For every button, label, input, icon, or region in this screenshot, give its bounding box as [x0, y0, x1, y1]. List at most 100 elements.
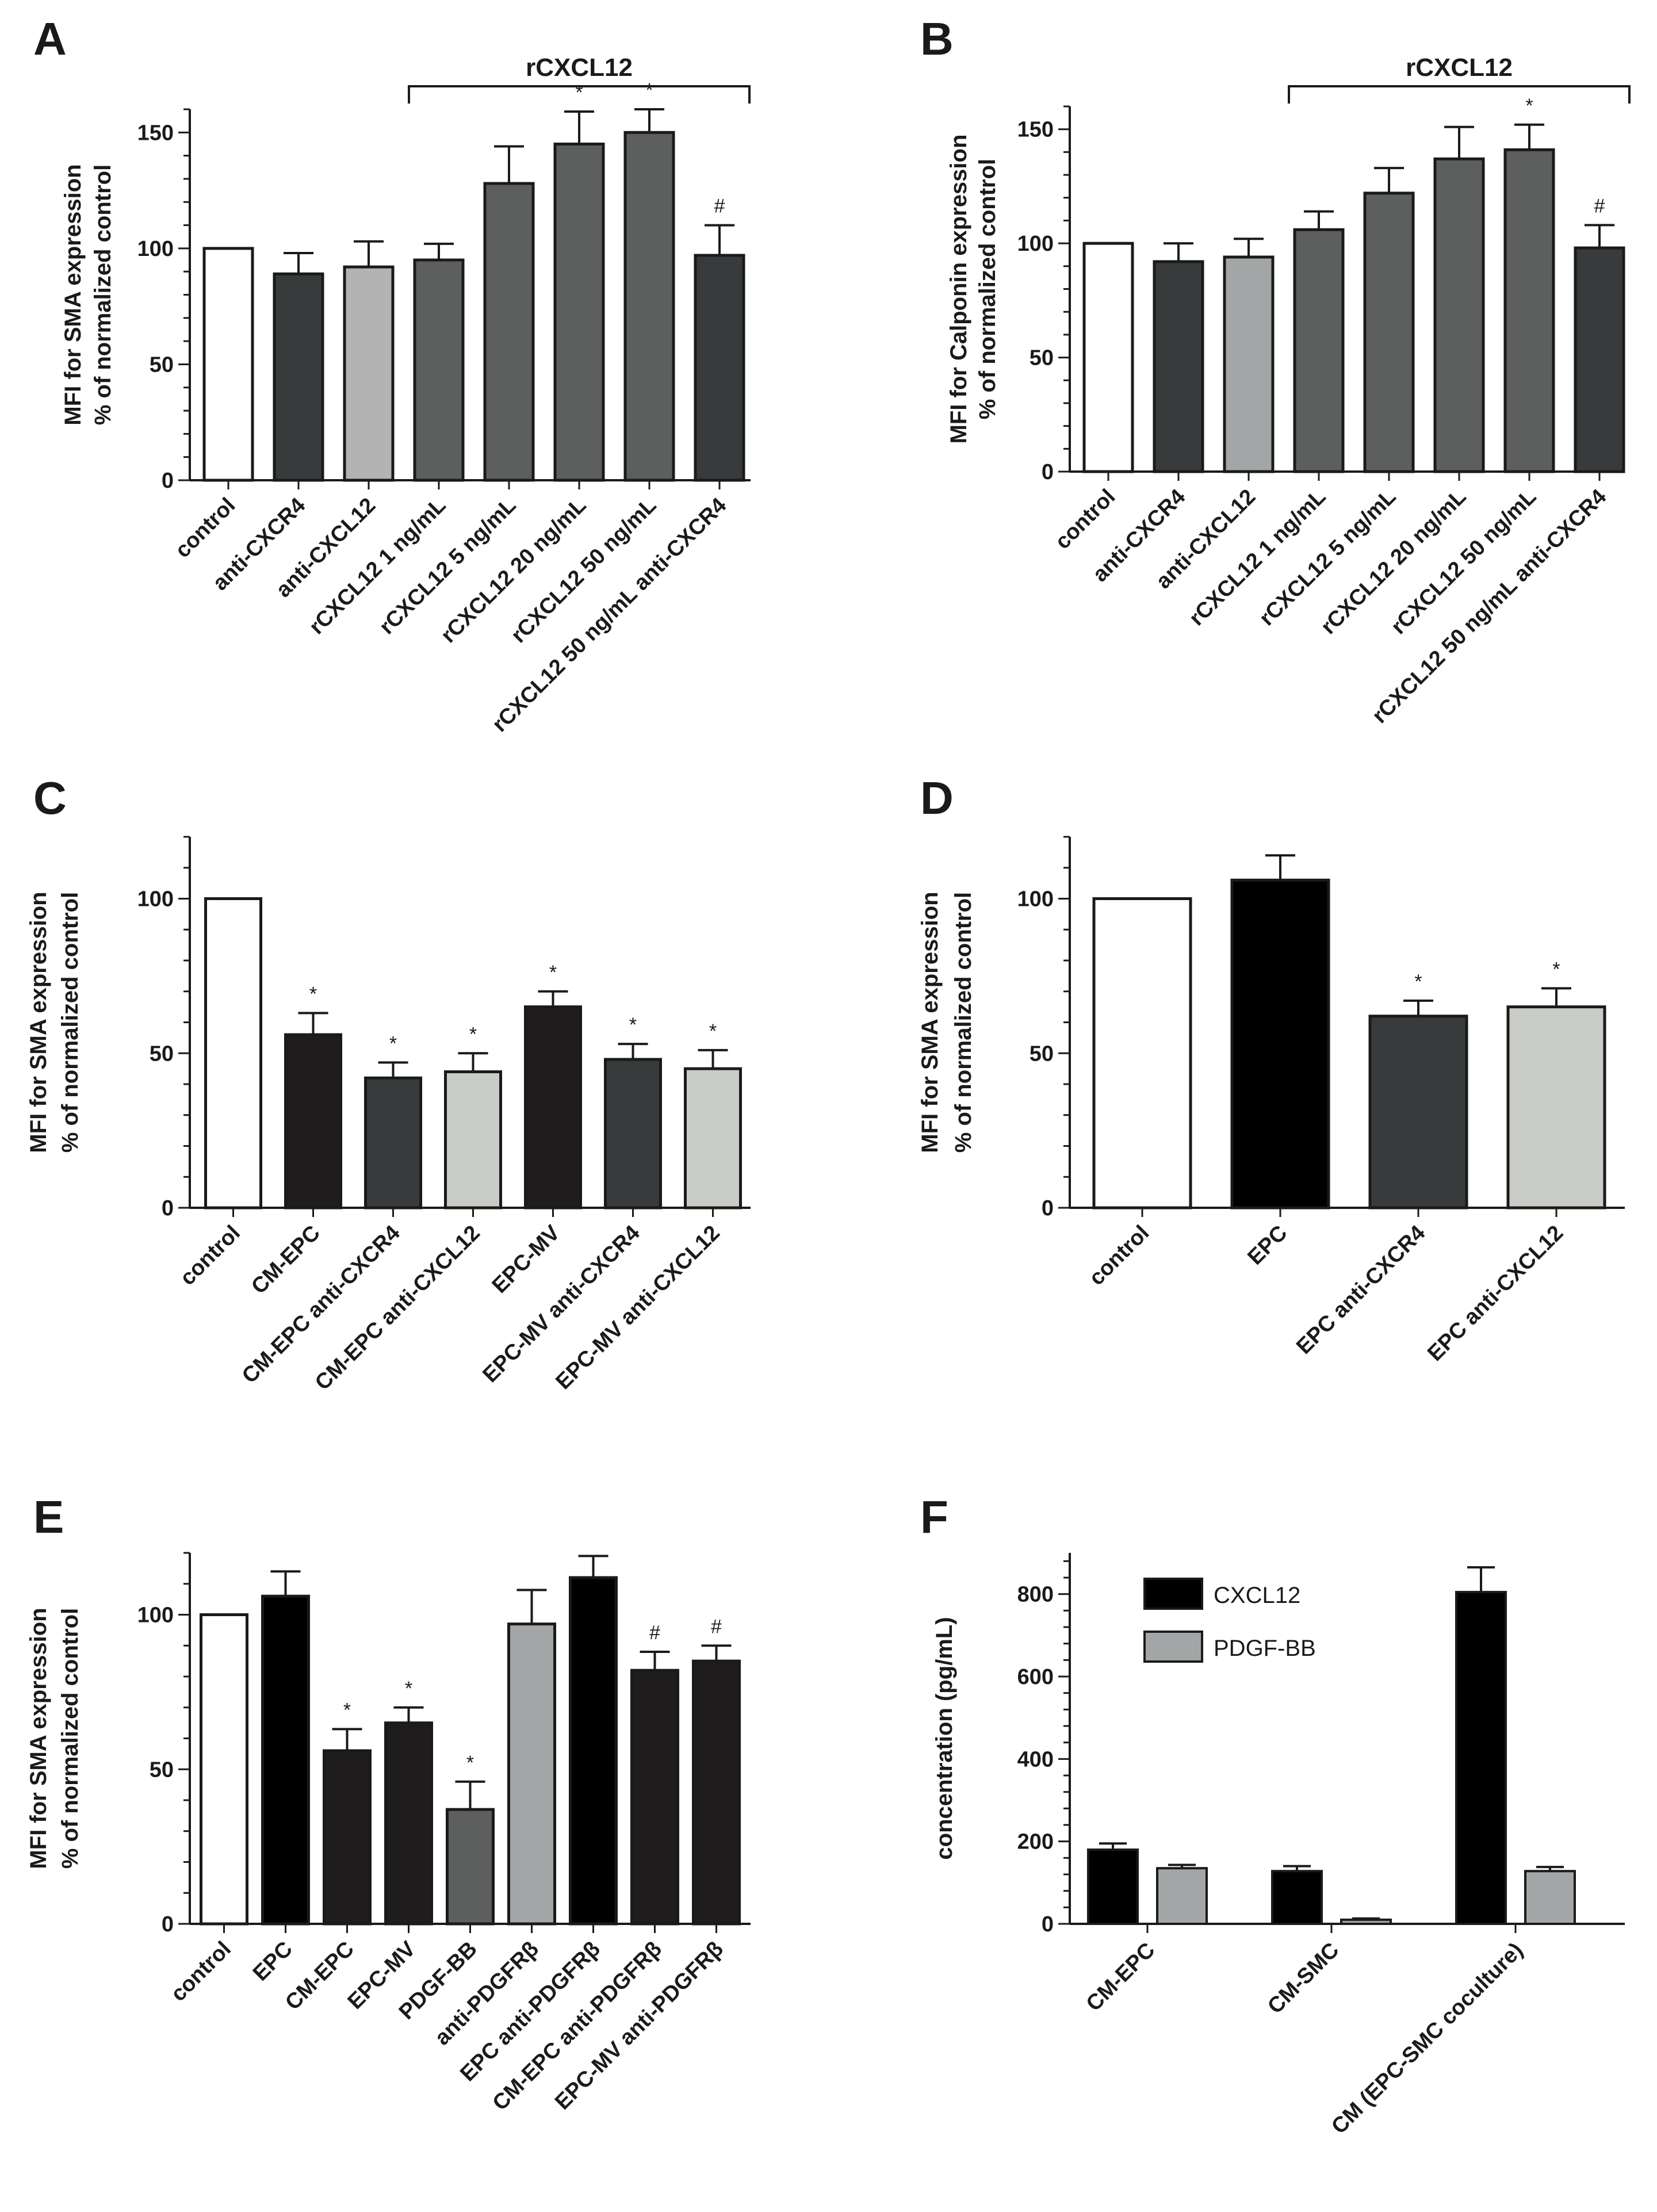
y-axis-label: MFI for SMA expression — [26, 891, 51, 1153]
bar — [446, 1808, 495, 1926]
y-axis-label: % of normalized control — [58, 892, 83, 1153]
significance-mark: * — [709, 1020, 717, 1042]
x-tick-label: CM-EPC anti-CXCR4 — [238, 1221, 405, 1388]
x-tick-label: EPC-MV anti-CXCR4 — [478, 1221, 644, 1387]
y-tick-label: 0 — [162, 1912, 174, 1937]
y-tick-label: 150 — [137, 121, 174, 145]
bar — [1223, 255, 1275, 473]
x-tick-label: EPC-MV — [488, 1220, 565, 1298]
bar — [692, 1659, 741, 1926]
significance-mark: # — [1594, 195, 1605, 217]
significance-mark: * — [469, 1023, 477, 1045]
x-tick-label: EPC anti-CXCL12 — [1423, 1221, 1568, 1366]
x-tick-label: EPC — [1243, 1221, 1292, 1270]
bars: * * * # # — [200, 1555, 741, 1926]
bar — [323, 1749, 372, 1926]
bar — [524, 1005, 582, 1210]
bar — [1293, 228, 1345, 473]
bars: *# — [1082, 95, 1625, 473]
bar — [384, 1721, 433, 1926]
bar — [364, 1076, 422, 1210]
significance-mark: * — [1414, 971, 1422, 993]
panel-label: A — [33, 13, 67, 64]
y-tick-label: 600 — [1017, 1665, 1054, 1689]
y-tick-label: 50 — [150, 1042, 174, 1066]
bars: * * * * * * — [204, 897, 742, 1210]
x-tick-label: CM-EPC anti-CXCL12 — [311, 1221, 485, 1395]
y-axis-label: % of normalized control — [975, 159, 1000, 419]
bar — [202, 247, 254, 482]
bar — [483, 182, 535, 482]
x-tick-label: rCXCL12 1 ng/mL — [1185, 485, 1331, 631]
bar — [623, 131, 675, 482]
bar — [604, 1058, 662, 1210]
y-tick-label: 0 — [162, 469, 174, 493]
y-axis-label: % of normalized control — [90, 164, 116, 425]
bracket-label: rCXCL12 — [526, 53, 633, 82]
y-axis-label: MFI for SMA expression — [60, 164, 86, 425]
y-tick-label: 100 — [137, 1603, 174, 1628]
y-tick-label: 0 — [1042, 460, 1054, 484]
y-tick-label: 50 — [150, 353, 174, 377]
y-tick-label: 400 — [1017, 1747, 1054, 1771]
y-tick-label: 100 — [1017, 887, 1054, 912]
bar — [1368, 1015, 1468, 1210]
bar — [684, 1067, 742, 1210]
bar — [507, 1622, 556, 1926]
y-tick-label: 150 — [1017, 118, 1054, 142]
bar — [1153, 260, 1204, 473]
x-tick-label: CM-EPC — [281, 1937, 359, 2015]
chart-panel-a: A 0 50 100 150 MFI for SMA expression% of nor… — [33, 13, 751, 737]
bar — [413, 258, 465, 482]
x-tick-label: control — [166, 1937, 236, 2007]
y-tick-label: 800 — [1017, 1583, 1054, 1607]
bar — [553, 142, 605, 482]
x-tick-label: control — [1085, 1221, 1154, 1291]
y-axis-label: concentration (pg/mL) — [932, 1617, 957, 1859]
bar — [1156, 1867, 1208, 1925]
bar — [1340, 1918, 1392, 1925]
bar — [1082, 242, 1134, 473]
y-axis-label: % of normalized control — [58, 1608, 83, 1869]
panel-label: B — [920, 13, 954, 64]
bar — [273, 272, 324, 482]
significance-mark: * — [389, 1032, 397, 1054]
x-tick-label: EPC — [248, 1937, 297, 1986]
significance-mark: # — [714, 196, 725, 217]
y-tick-label: 0 — [1042, 1912, 1054, 1937]
y-tick-label: 50 — [150, 1758, 174, 1782]
significance-mark: * — [1525, 95, 1533, 117]
y-axis-label: MFI for Calponin expression — [946, 135, 971, 444]
bar — [1230, 878, 1330, 1210]
bracket-label: rCXCL12 — [1406, 53, 1513, 82]
y-tick-label: 50 — [1030, 1042, 1054, 1066]
bar — [694, 254, 745, 482]
x-tick-label: rCXCL12 5 ng/mL — [375, 493, 521, 640]
panel-label: D — [920, 772, 954, 824]
x-tick-label: CM (EPC-SMC coculture) — [1327, 1938, 1528, 2139]
significance-mark: * — [1552, 958, 1560, 980]
bar — [1087, 1849, 1139, 1925]
panel-label: E — [33, 1491, 64, 1543]
y-tick-label: 0 — [162, 1196, 174, 1220]
bar — [1455, 1591, 1507, 1925]
x-tick-label: CM-SMC — [1263, 1938, 1344, 2019]
chart-panel-c: C 0 50 100 MFI for SMA expression % of normal… — [26, 772, 751, 1395]
significance-mark: * — [549, 962, 557, 983]
x-tick-label: CM-EPC — [247, 1221, 325, 1299]
significance-mark: * — [343, 1699, 351, 1721]
significance-mark: * — [629, 1014, 637, 1036]
x-tick-label: EPC-MV anti-CXCL12 — [551, 1221, 724, 1394]
x-tick-label: control — [1051, 485, 1120, 554]
bars: ** — [1092, 854, 1606, 1210]
y-axis-label: MFI for SMA expression — [917, 891, 943, 1153]
significance-mark: * — [575, 82, 583, 104]
chart-panel-e: E 0 50 100 MFI for SMA expression % of normal… — [26, 1491, 751, 2115]
x-tick-label: control — [175, 1221, 245, 1291]
y-tick-label: 100 — [137, 887, 174, 912]
x-tick-label: CM-EPC — [1082, 1938, 1160, 2016]
significance-mark: # — [711, 1616, 722, 1637]
chart-panel-d: D 0 50 100 MFI for SMA expression % of normal… — [917, 772, 1625, 1366]
y-tick-label: 0 — [1042, 1196, 1054, 1220]
